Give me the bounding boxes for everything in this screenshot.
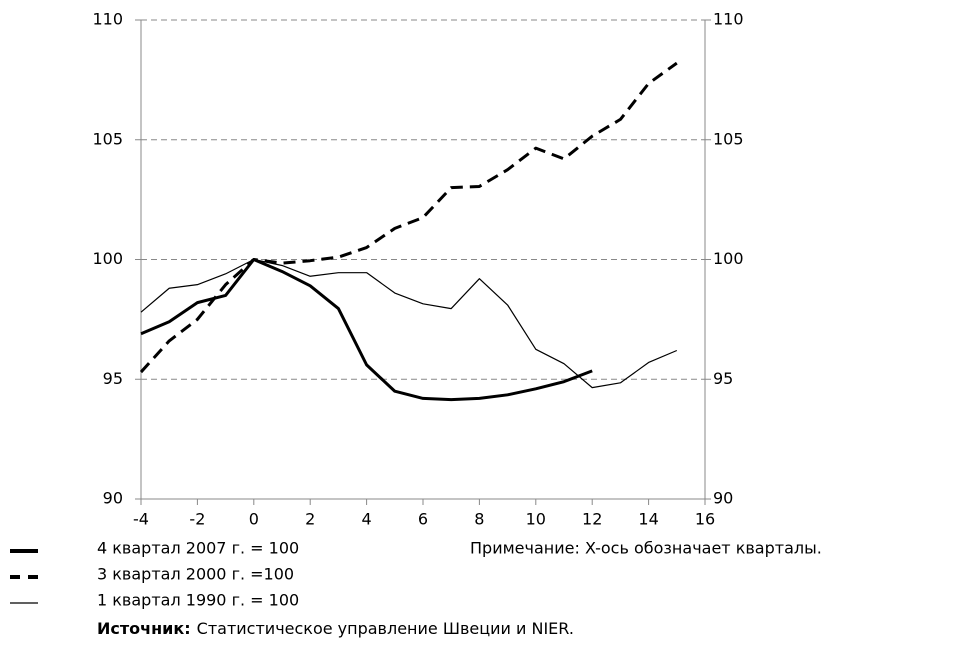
y-tick-label: 110 [92,10,123,29]
y2-tick-label: 90 [713,489,733,508]
legend-label: 1 квартал 1990 г. = 100 [97,591,299,610]
note: Примечание: X-ось обозначает кварталы. [470,539,822,558]
x-tick-label: -2 [189,510,205,529]
x-tick-label: 10 [526,510,546,529]
x-tick-label: -4 [133,510,149,529]
y-tick-label: 105 [92,129,123,148]
x-tick-label: 8 [474,510,484,529]
y-tick-label: 100 [92,249,123,268]
y2-tick-label: 100 [713,249,744,268]
x-tick-label: 6 [418,510,428,529]
legend-label: 3 квартал 2000 г. =100 [97,565,294,584]
y-tick-label: 90 [103,489,123,508]
source-label: Источник: [97,619,191,638]
x-tick-label: 12 [582,510,602,529]
series-line [139,61,678,374]
y2-tick-label: 105 [713,129,744,148]
legend-label: 4 квартал 2007 г. = 100 [97,539,299,558]
y2-tick-label: 95 [713,369,733,388]
y2-tick-label: 110 [713,10,744,29]
x-tick-label: 4 [362,510,372,529]
source: Источник: Статистическое управление Швеци… [97,619,574,638]
x-tick-label: 16 [695,510,715,529]
series-line [140,258,678,389]
x-tick-label: 14 [638,510,658,529]
y-tick-label: 95 [103,369,123,388]
source-text: Статистическое управление Швеции и NIER. [197,619,574,638]
x-tick-label: 0 [249,510,259,529]
x-tick-label: 2 [305,510,315,529]
